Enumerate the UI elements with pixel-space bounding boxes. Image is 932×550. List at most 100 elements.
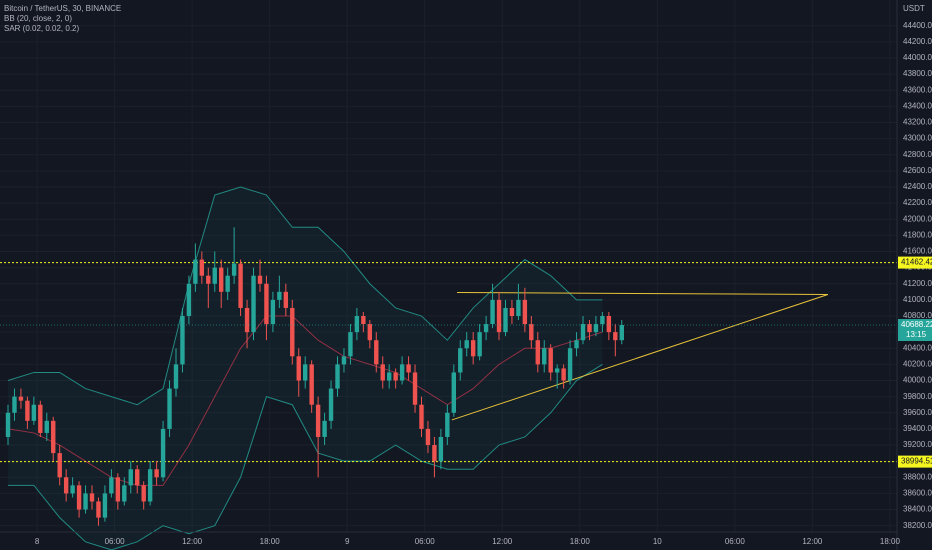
candle-body	[63, 477, 69, 494]
candle-body	[386, 372, 392, 381]
x-tick-label: 18:00	[880, 537, 901, 546]
candle-body	[147, 469, 153, 502]
y-tick-label: 39400.00	[903, 424, 932, 433]
y-tick-label: 43800.00	[903, 69, 932, 78]
candle-body	[225, 275, 230, 292]
y-tick-label: 39600.00	[903, 408, 932, 417]
candle-body	[335, 364, 340, 389]
candle-body	[290, 307, 295, 357]
y-tick-label: 39800.00	[903, 392, 932, 401]
candle-body	[574, 340, 579, 349]
candle-body	[606, 316, 612, 333]
candle-body	[438, 436, 444, 462]
candle-body	[57, 453, 62, 478]
y-tick-label: 43000.00	[903, 134, 932, 143]
candle-body	[160, 428, 166, 478]
candle-body	[477, 332, 482, 357]
y-tick-label: 40200.00	[903, 360, 932, 369]
candle-body	[251, 275, 256, 333]
candle-body	[367, 324, 373, 341]
candle-body	[548, 348, 553, 373]
y-tick-label: 44200.00	[903, 37, 932, 46]
candle-body	[51, 420, 56, 454]
candle-body	[257, 275, 263, 284]
plot-area	[0, 186, 897, 550]
candle-body	[399, 364, 405, 381]
candle-body	[554, 368, 560, 373]
candle-body	[12, 396, 17, 413]
y-tick-label: 40000.00	[903, 376, 932, 385]
candle-body	[464, 340, 469, 349]
candle-body	[483, 324, 489, 333]
x-tick-label: 9	[345, 537, 350, 546]
candle-body	[283, 291, 289, 308]
last-price-label: 40688.22	[901, 320, 932, 329]
candle-body	[567, 348, 573, 381]
candle-body	[445, 412, 450, 437]
candle-body	[180, 316, 185, 365]
candle-body	[425, 428, 431, 446]
y-tick-label: 38200.00	[903, 521, 932, 530]
bb-upper	[7, 186, 603, 406]
candle-body	[154, 469, 159, 478]
y-tick-label: 40800.00	[903, 311, 932, 320]
candle-body	[76, 485, 82, 510]
candle-body	[328, 388, 334, 421]
y-tick-label: 44400.00	[903, 21, 932, 30]
candle-body	[219, 267, 224, 292]
candle-body	[115, 477, 121, 502]
candle-body	[38, 404, 43, 433]
y-tick-label: 42800.00	[903, 150, 932, 159]
candle-body	[393, 372, 398, 381]
candle-body	[458, 348, 463, 373]
currency-label[interactable]: USDT	[903, 4, 925, 13]
candle-body	[83, 493, 88, 510]
candle-body	[199, 259, 205, 276]
candle-body	[600, 316, 605, 325]
y-tick-label: 44000.00	[903, 53, 932, 62]
y-tick-label: 42600.00	[903, 166, 932, 175]
y-tick-label: 43200.00	[903, 118, 932, 127]
candle-body	[516, 299, 521, 317]
candle-body	[96, 501, 101, 518]
y-tick-label: 38400.00	[903, 505, 932, 514]
bb-basis	[7, 315, 603, 486]
candle-body	[231, 263, 237, 276]
y-tick-label: 38600.00	[903, 489, 932, 498]
x-tick-label: 12:00	[802, 537, 823, 546]
candle-body	[122, 485, 127, 502]
candle-body	[561, 368, 566, 381]
countdown-label: 13:15	[906, 330, 927, 339]
candle-body	[135, 469, 140, 486]
candle-body	[580, 324, 586, 341]
candle-body	[619, 325, 624, 341]
candle-body	[419, 404, 424, 429]
price-label-box	[898, 455, 932, 468]
candle-body	[613, 332, 618, 341]
candle-body	[212, 267, 217, 284]
candle-body	[102, 493, 108, 518]
x-tick-label: 12:00	[492, 537, 513, 546]
candle-body	[593, 324, 599, 333]
y-tick-label: 41200.00	[903, 279, 932, 288]
x-tick-label: 06:00	[105, 537, 126, 546]
candle-body	[587, 324, 592, 333]
candle-body	[277, 291, 282, 300]
candle-body	[529, 324, 534, 341]
candle-body	[25, 400, 30, 421]
candle-body	[432, 445, 437, 462]
bb-lower	[8, 363, 603, 550]
y-tick-label: 43600.00	[903, 85, 932, 94]
trend-line	[451, 294, 829, 421]
y-tick-label: 43400.00	[903, 101, 932, 110]
candle-body	[354, 316, 360, 333]
last-price-box	[898, 319, 932, 342]
candle-body	[31, 404, 37, 421]
candle-body	[451, 372, 456, 413]
y-tick-label: 41800.00	[903, 230, 932, 239]
x-tick-label: 18:00	[570, 537, 591, 546]
candle-body	[18, 396, 24, 401]
candle-body	[361, 316, 366, 325]
candle-body	[44, 420, 49, 433]
